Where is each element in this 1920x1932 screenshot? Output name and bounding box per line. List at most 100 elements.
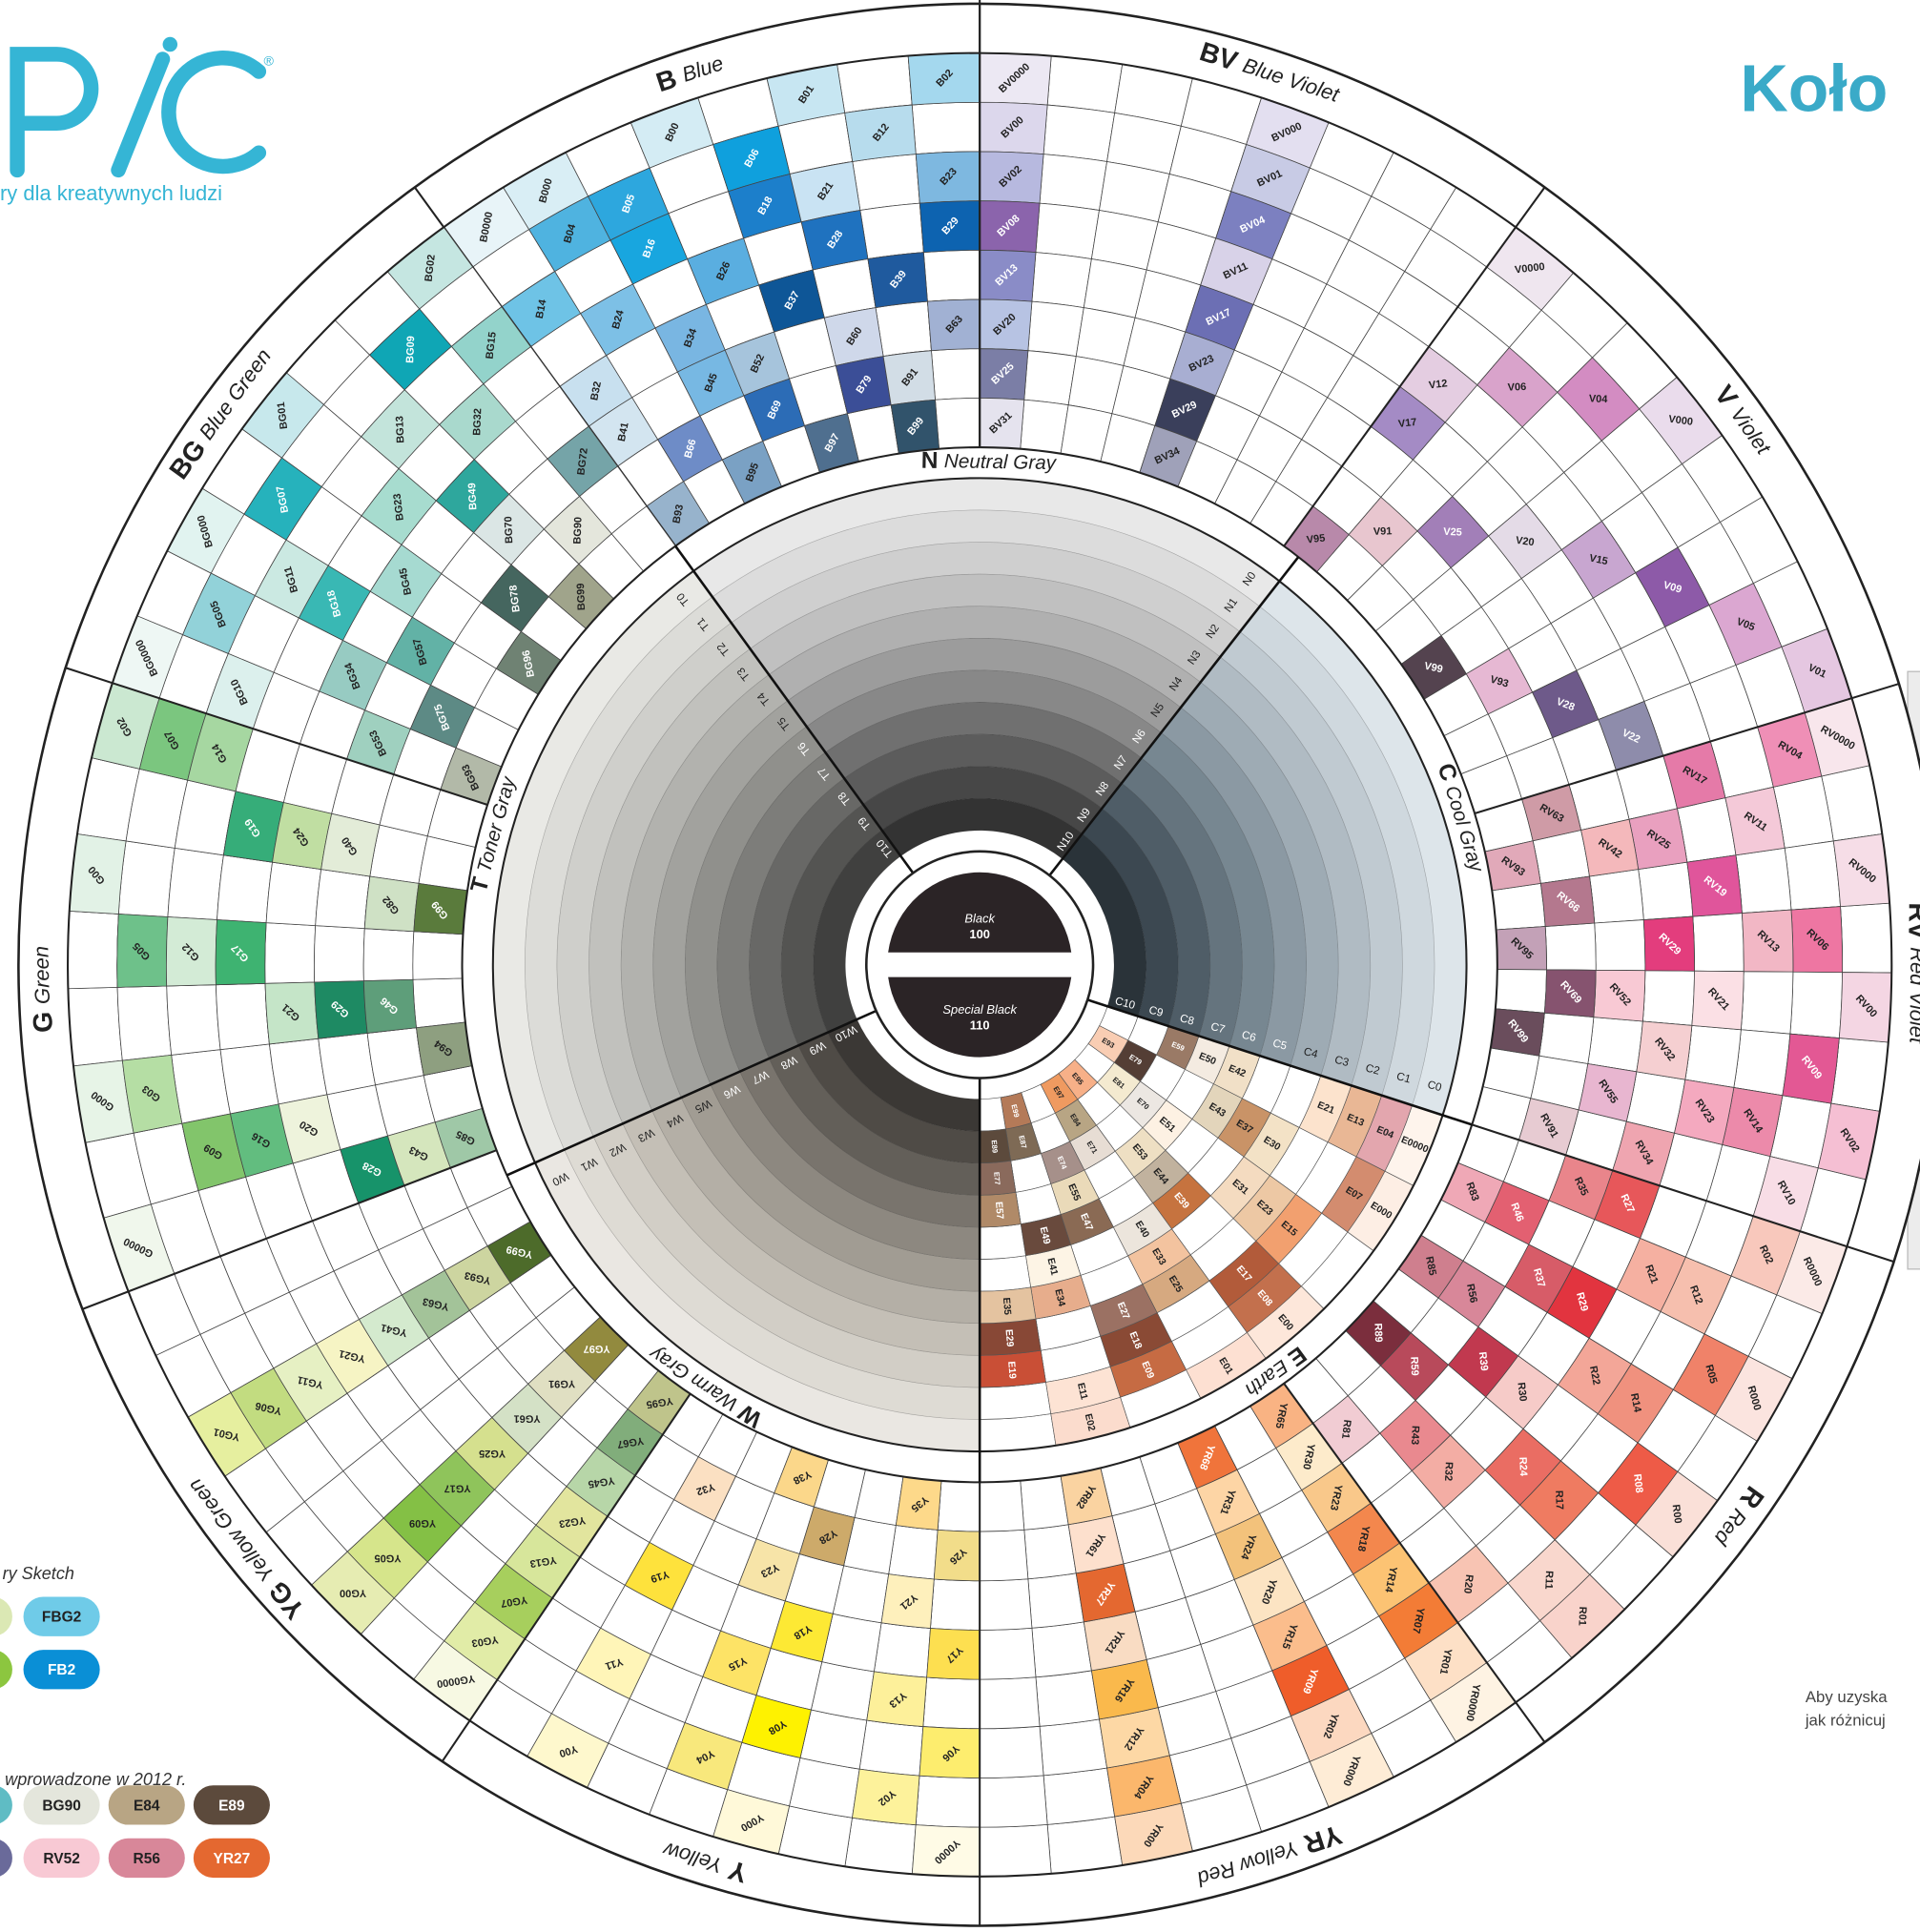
grid-cell xyxy=(931,348,981,401)
swatch-code: R24 xyxy=(1517,1457,1529,1477)
grid-cell xyxy=(1043,104,1116,162)
grid-cell xyxy=(1840,902,1892,974)
swatch xyxy=(1045,1366,1121,1414)
grid-cell xyxy=(979,1480,1025,1532)
grid-cell xyxy=(366,1027,424,1086)
grid-cell xyxy=(1544,922,1597,971)
swatch-code: R29 xyxy=(1574,1291,1590,1313)
logo-p xyxy=(10,47,99,178)
grid-cell xyxy=(852,154,920,211)
grid-cell xyxy=(67,986,123,1067)
swatch-code: YG41 xyxy=(380,1322,408,1339)
legend-code: FB2 xyxy=(48,1662,75,1678)
swatch-code: YG17 xyxy=(444,1483,471,1494)
swatch-code: Y11 xyxy=(604,1655,625,1672)
swatch xyxy=(369,544,443,618)
logo-c xyxy=(161,51,267,175)
swatch xyxy=(205,652,275,730)
swatch-code: B41 xyxy=(616,421,631,442)
swatch-code: V20 xyxy=(1515,535,1535,548)
grid-cell xyxy=(1035,1670,1100,1727)
grid-cell xyxy=(1784,840,1841,911)
grid-cell xyxy=(1039,1718,1108,1777)
legend-pill xyxy=(108,1838,185,1879)
swatch-code: BG02 xyxy=(423,254,438,282)
sector-divider xyxy=(441,1393,692,1762)
swatch xyxy=(1488,504,1562,580)
legend-code: R56 xyxy=(134,1851,161,1867)
swatch xyxy=(702,1630,772,1696)
swatch-code: E57 xyxy=(993,1202,1004,1220)
swatch-code: YG45 xyxy=(588,1474,616,1490)
grid-cell xyxy=(888,1525,939,1580)
swatch-code: C8 xyxy=(1179,1012,1196,1027)
swatch xyxy=(1000,1092,1032,1130)
swatch xyxy=(624,1541,694,1611)
grid-cell xyxy=(1684,1024,1742,1088)
swatch-code: B04 xyxy=(562,222,578,244)
swatch-code: Y19 xyxy=(650,1568,671,1584)
family-code: T xyxy=(466,874,495,894)
gray-sector: C0 C1 C2 C3 C4 C5 C6 C7 C8 C9 C10 xyxy=(1062,581,1467,1116)
swatch-code: R01 xyxy=(1576,1607,1588,1627)
swatch-code: Y00 xyxy=(558,1742,579,1758)
grid-cell xyxy=(1789,971,1843,1038)
legend-code: RV52 xyxy=(43,1851,80,1867)
swatch-code: R11 xyxy=(1542,1571,1555,1590)
swatch-code: R14 xyxy=(1628,1392,1643,1414)
swatch xyxy=(1040,1073,1079,1114)
legend-pill-partial xyxy=(0,1651,12,1688)
swatch-code: C6 xyxy=(1240,1029,1257,1044)
swatch xyxy=(1560,520,1637,599)
swatch xyxy=(278,1094,341,1164)
grid-cell xyxy=(930,1578,981,1631)
swatch-code: R56 xyxy=(1464,1283,1479,1304)
legend-code: FBG2 xyxy=(42,1610,81,1626)
swatch xyxy=(673,1456,736,1522)
swatch-code: V06 xyxy=(1507,381,1526,394)
swatch-code: V91 xyxy=(1373,525,1393,538)
logo-mark: ® xyxy=(263,53,274,69)
family-label: G Green xyxy=(26,946,58,1034)
sector-divider xyxy=(65,667,488,807)
tagline: ry dla kreatywnych ludzi xyxy=(0,181,222,205)
grid-cell xyxy=(67,911,119,990)
swatch-code: B24 xyxy=(610,308,627,330)
grid-cell xyxy=(265,861,322,927)
family-sector: BG0000BG000BG01BG02BG05BG07BG09BG10BG11B… xyxy=(112,226,676,806)
swatch-code: BG15 xyxy=(485,331,499,360)
swatch xyxy=(737,1538,800,1602)
grid-cell xyxy=(979,1255,1032,1292)
legend-title: ry Sketch xyxy=(3,1564,74,1583)
grid-cell xyxy=(1495,969,1547,1014)
grid-cell xyxy=(412,977,466,1029)
swatch-code: YG99 xyxy=(506,1243,534,1261)
swatch-code: YG09 xyxy=(409,1517,436,1529)
family-code: G xyxy=(28,1011,59,1033)
swatch-code: YG06 xyxy=(255,1400,283,1417)
note-line: jak różnicuj xyxy=(1805,1711,1886,1729)
swatch-code: R89 xyxy=(1372,1323,1384,1343)
swatch-code: Y32 xyxy=(695,1481,716,1497)
grid-cell xyxy=(215,982,270,1051)
center-code: 110 xyxy=(970,1018,990,1033)
swatch-code: BG70 xyxy=(503,516,515,544)
grid-cell xyxy=(844,1817,917,1875)
swatch xyxy=(547,425,618,498)
sector-divider xyxy=(1084,997,1473,1126)
grid-cell xyxy=(1031,1621,1092,1678)
family-sector: YG0000YG00YG01YG03YG05YG06YG07YG09YG11YG… xyxy=(128,1149,692,1721)
swatch xyxy=(1321,1156,1386,1233)
swatch-code: E11 xyxy=(1075,1382,1089,1401)
swatch xyxy=(1476,346,1559,428)
grid-cell xyxy=(1740,971,1794,1035)
family-name: Red Violet xyxy=(1906,947,1920,1044)
swatch-code: V09 xyxy=(1662,580,1683,596)
swatch-code: YG00 xyxy=(340,1587,366,1598)
grid-cell xyxy=(1023,1524,1077,1580)
swatch-code: C10 xyxy=(1114,995,1137,1012)
grid-cell xyxy=(167,847,224,920)
swatch-code: V12 xyxy=(1428,378,1448,391)
